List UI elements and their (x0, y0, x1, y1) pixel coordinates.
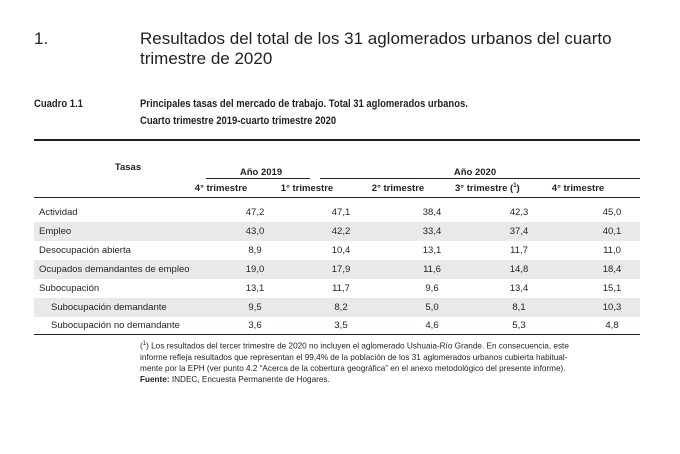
table-label: Cuadro 1.1 (34, 98, 83, 110)
header-q1-2020: 1° trimestre (280, 183, 334, 194)
table-title: Principales tasas del mercado de trabajo… (140, 96, 468, 130)
section-title: Resultados del total de los 31 aglomerad… (140, 29, 612, 68)
footnote-line3: mente por la EPH (ver punto 4.2 “Acerca … (140, 363, 566, 373)
table-title-line1: Principales tasas del mercado de trabajo… (140, 98, 468, 110)
table-row: Ocupados demandantes de empleo 19,0 17,9… (34, 260, 640, 279)
header-tasas: Tasas (114, 162, 142, 173)
header-q2-2020: 2° trimestre (371, 183, 425, 194)
table-title-line2: Cuarto trimestre 2019-cuarto trimestre 2… (140, 115, 337, 127)
header-2019-underline (206, 178, 310, 179)
table-row: Empleo 43,0 42,2 33,4 37,4 40,1 (34, 222, 640, 241)
table-row: Subocupación demandante 9,5 8,2 5,0 8,1 … (34, 298, 640, 317)
footnote-line1: (1) Los resultados del tercer trimestre … (140, 341, 569, 351)
table-footnote: (1) Los resultados del tercer trimestre … (140, 339, 640, 385)
footnote-line2: informe refleja resultados que represent… (140, 352, 568, 362)
header-q4-2020: 4° trimestre (551, 183, 605, 194)
table-row: Subocupación 13,1 11,7 9,6 13,4 15,1 (39, 283, 622, 294)
table-bottom-rule (34, 334, 640, 335)
header-year-2020: Año 2020 (453, 167, 497, 178)
header-q3-2020: 3° trimestre (1) (455, 183, 520, 195)
header-bottom-rule (34, 197, 640, 198)
table-row: Desocupación abierta 8,9 10,4 13,1 11,7 … (39, 245, 621, 256)
header-year-2019: Año 2019 (239, 167, 283, 178)
table-row: Actividad 47,2 47,1 38,4 42,3 45,0 (39, 207, 622, 218)
section-number: 1. (34, 29, 49, 48)
header-q4-2019: 4° trimestre (194, 183, 248, 194)
table-top-rule (34, 139, 640, 141)
footnote-source: Fuente: INDEC, Encuesta Permanente de Ho… (140, 374, 330, 384)
table-row: Subocupación no demandante 3,6 3,5 4,6 5… (51, 320, 619, 331)
header-2020-underline (320, 178, 640, 179)
